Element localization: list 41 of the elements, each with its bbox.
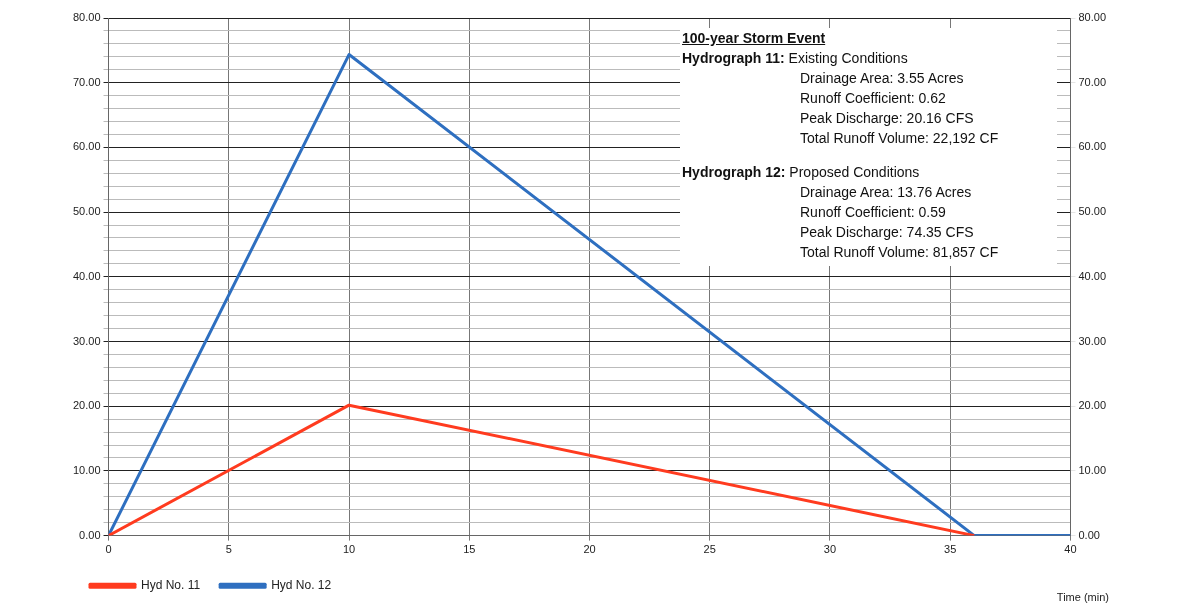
x-tick-label: 5 [225, 543, 232, 556]
annotation: Peak Discharge: 20.16 CFS [799, 109, 975, 128]
annotation: Hydrograph 12: Proposed Conditions [682, 163, 921, 182]
legend-label: Hyd No. 11 [141, 578, 201, 593]
annotation: Peak Discharge: 74.35 CFS [799, 223, 975, 242]
annotation: Hydrograph 11: Existing Conditions [682, 49, 909, 68]
y2-tick-label: 40.00 [1078, 269, 1106, 282]
x-tick-label: 40 [1064, 543, 1077, 556]
annotation: 100-year Storm Event [682, 29, 827, 48]
annotation: Drainage Area: 13.76 Acres [799, 183, 973, 202]
y-tick-label: 80.00 [73, 11, 101, 24]
x-tick-label: 0 [105, 543, 112, 556]
y2-tick-label: 20.00 [1078, 399, 1106, 412]
legend-label: Hyd No. 12 [271, 578, 332, 593]
annotation: Total Runoff Volume: 22,192 CF [799, 129, 1000, 148]
y2-tick-label: 0.00 [1078, 528, 1100, 541]
annotation: Drainage Area: 3.55 Acres [799, 69, 965, 88]
y2-tick-label: 10.00 [1078, 463, 1106, 476]
y2-tick-label: 60.00 [1078, 140, 1106, 153]
y2-tick-label: 80.00 [1078, 11, 1106, 24]
y-tick-label: 10.00 [73, 463, 101, 476]
y-tick-label: 40.00 [73, 269, 101, 282]
x-tick-label: 20 [583, 543, 596, 556]
y2-tick-label: 70.00 [1078, 75, 1106, 88]
x-tick-label: 25 [703, 543, 716, 556]
x-tick-label: 35 [944, 543, 957, 556]
y-tick-label: 60.00 [73, 140, 101, 153]
y-tick-label: 70.00 [73, 75, 101, 88]
annotation: Runoff Coefficient: 0.62 [799, 89, 947, 108]
y-tick-label: 20.00 [73, 399, 101, 412]
annotation: Total Runoff Volume: 81,857 CF [799, 243, 1000, 262]
y-tick-label: 30.00 [73, 334, 101, 347]
y2-tick-label: 30.00 [1078, 334, 1106, 347]
x-axis-title: Time (min) [1056, 591, 1109, 604]
x-tick-label: 15 [463, 543, 476, 556]
y-tick-label: 0.00 [79, 528, 101, 541]
y2-tick-label: 50.00 [1078, 205, 1106, 218]
annotation: Runoff Coefficient: 0.59 [799, 203, 947, 222]
y-tick-label: 50.00 [73, 205, 101, 218]
x-tick-label: 30 [823, 543, 837, 556]
x-tick-label: 10 [342, 543, 356, 556]
